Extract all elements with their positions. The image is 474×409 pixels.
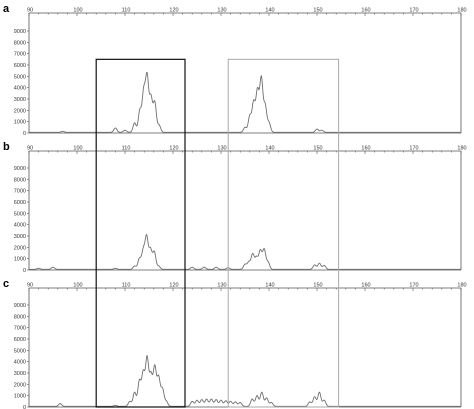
y-tick-label: 2000 xyxy=(14,382,26,388)
x-tick-label: 130 xyxy=(217,283,226,289)
y-tick-label: 0 xyxy=(23,268,26,274)
y-tick-label: 6000 xyxy=(14,337,26,343)
signal-trace xyxy=(29,71,461,133)
y-tick-label: 6000 xyxy=(14,63,26,69)
y-tick-label: 6000 xyxy=(14,200,26,206)
y-tick-label: 3000 xyxy=(14,371,26,377)
y-tick-label: 7000 xyxy=(14,189,26,195)
x-tick-label: 160 xyxy=(361,283,370,289)
y-tick-label: 2000 xyxy=(14,245,26,251)
y-tick-label: 5000 xyxy=(14,211,26,217)
x-tick-label: 120 xyxy=(169,8,178,14)
x-tick-label: 170 xyxy=(409,8,418,14)
y-tick-label: 3000 xyxy=(14,97,26,103)
panel-letter: a xyxy=(3,3,10,15)
x-tick-label: 140 xyxy=(265,283,274,289)
x-tick-label: 130 xyxy=(217,146,226,152)
x-tick-label: 100 xyxy=(73,146,82,152)
y-tick-label: 8000 xyxy=(14,177,26,183)
y-tick-label: 9000 xyxy=(14,166,26,172)
x-tick-label: 120 xyxy=(169,146,178,152)
y-tick-label: 2000 xyxy=(14,108,26,114)
x-tick-label: 150 xyxy=(313,146,322,152)
x-tick-label: 140 xyxy=(265,146,274,152)
y-tick-label: 4000 xyxy=(14,360,26,366)
panel-b: b 90 100 110 120 130 140 150 160 170 180 0 1000 2000 3… xyxy=(3,141,467,274)
highlight-box-left xyxy=(95,58,186,408)
x-tick-label: 180 xyxy=(457,146,466,152)
x-tick-label: 180 xyxy=(457,283,466,289)
x-tick-label: 90 xyxy=(27,283,33,289)
y-tick-label: 0 xyxy=(23,405,26,409)
y-tick-label: 1000 xyxy=(14,394,26,400)
panel-a: a 90 100 110 120 130 140 150 160 170 180 0 1000 2000 3… xyxy=(3,3,467,137)
panel-letter: c xyxy=(3,278,9,290)
x-tick-label: 100 xyxy=(73,8,82,14)
x-tick-label: 100 xyxy=(73,283,82,289)
x-tick-label: 140 xyxy=(265,8,274,14)
y-tick-label: 4000 xyxy=(14,86,26,92)
y-tick-label: 1000 xyxy=(14,120,26,126)
panel-c: c 90 100 110 120 130 140 150 160 170 180 0 1000 2000 3… xyxy=(3,278,467,409)
x-tick-label: 150 xyxy=(313,283,322,289)
signal-trace xyxy=(29,354,461,407)
x-tick-label: 110 xyxy=(122,8,131,14)
y-tick-label: 7000 xyxy=(14,52,26,58)
x-tick-label: 90 xyxy=(27,8,33,14)
x-tick-label: 170 xyxy=(409,146,418,152)
y-tick-label: 3000 xyxy=(14,234,26,240)
y-tick-label: 9000 xyxy=(14,303,26,309)
x-tick-label: 170 xyxy=(409,283,418,289)
x-tick-label: 110 xyxy=(122,283,131,289)
y-tick-label: 5000 xyxy=(14,74,26,80)
y-tick-label: 9000 xyxy=(14,29,26,35)
signal-trace xyxy=(29,234,461,270)
x-tick-label: 150 xyxy=(313,8,322,14)
y-tick-label: 8000 xyxy=(14,40,26,46)
x-tick-label: 160 xyxy=(361,146,370,152)
x-tick-label: 130 xyxy=(217,8,226,14)
highlight-box-right xyxy=(227,58,340,408)
x-tick-label: 90 xyxy=(27,146,33,152)
y-tick-label: 5000 xyxy=(14,348,26,354)
y-tick-label: 1000 xyxy=(14,257,26,263)
y-tick-label: 4000 xyxy=(14,223,26,229)
x-tick-label: 110 xyxy=(122,146,131,152)
x-tick-label: 120 xyxy=(169,283,178,289)
y-tick-label: 0 xyxy=(23,131,26,137)
x-tick-label: 160 xyxy=(361,8,370,14)
y-tick-label: 7000 xyxy=(14,326,26,332)
x-tick-label: 180 xyxy=(457,8,466,14)
panel-letter: b xyxy=(3,141,10,153)
y-tick-label: 8000 xyxy=(14,314,26,320)
